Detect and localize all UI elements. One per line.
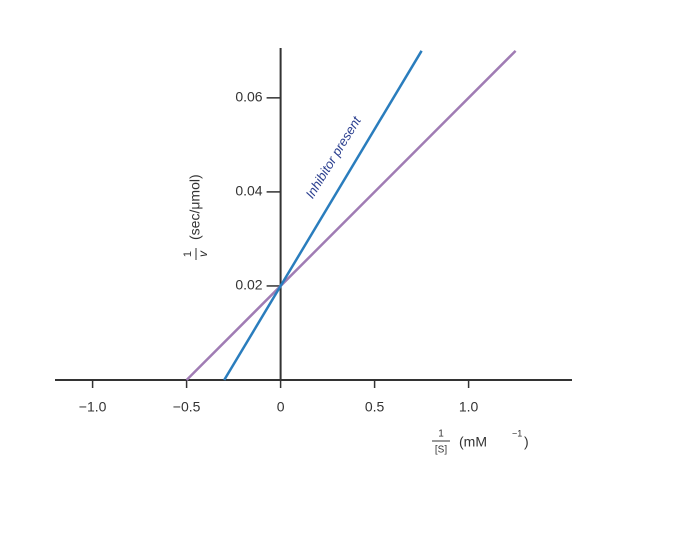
y-tick-label: 0.02 [235,277,262,293]
series-line [185,49,517,381]
annotation: Inhibitor present [302,113,364,202]
x-axis-label: 1 [S] (mM −1 ) [432,428,529,456]
x-tick-label: −1.0 [79,399,107,415]
x-label-numerator: 1 [438,429,444,440]
y-label-denominator: v [196,250,210,257]
x-tick-label: 0.5 [365,399,385,415]
y-axis-label: 1 v (sec/μmol) [182,174,210,260]
x-tick-label: 1.0 [459,399,479,415]
series-line [223,50,423,381]
x-label-denominator: [S] [435,445,447,456]
y-label-unit: (sec/μmol) [187,174,203,240]
y-label-numerator: 1 [182,251,194,257]
x-label-exponent: −1 [512,428,522,438]
x-tick-label: 0 [277,399,285,415]
y-tick-label: 0.06 [235,89,262,105]
x-tick-label: −0.5 [173,399,201,415]
y-tick-label: 0.04 [235,183,262,199]
x-label-close: ) [524,434,529,450]
x-label-unit: (mM [459,434,487,450]
